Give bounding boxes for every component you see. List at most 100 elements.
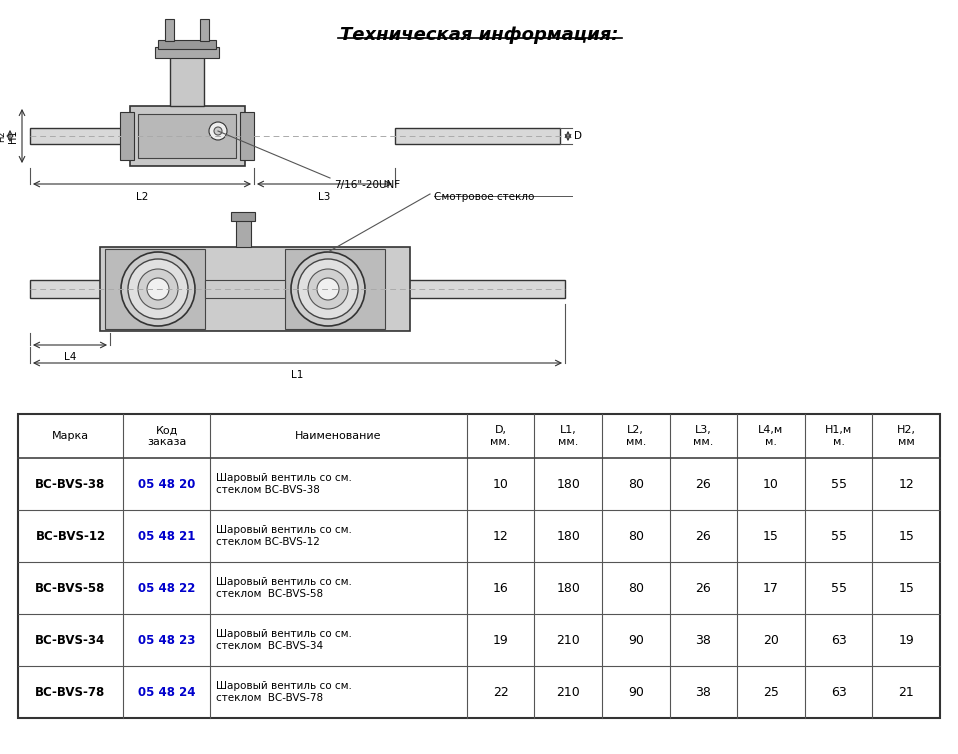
- Text: H1: H1: [8, 129, 18, 143]
- Text: 80: 80: [627, 581, 644, 594]
- Text: BC-BVS-12: BC-BVS-12: [35, 529, 105, 542]
- Text: 05 48 24: 05 48 24: [138, 685, 195, 698]
- Text: 19: 19: [899, 633, 914, 646]
- Text: 15: 15: [899, 581, 914, 594]
- FancyBboxPatch shape: [130, 106, 245, 166]
- Text: 10: 10: [764, 477, 779, 491]
- Text: BC-BVS-58: BC-BVS-58: [35, 581, 105, 594]
- Circle shape: [317, 278, 339, 300]
- Text: 20: 20: [764, 633, 779, 646]
- FancyBboxPatch shape: [240, 112, 254, 160]
- FancyBboxPatch shape: [285, 249, 385, 329]
- Circle shape: [121, 252, 195, 326]
- Text: 55: 55: [831, 529, 847, 542]
- FancyBboxPatch shape: [165, 19, 174, 41]
- Text: 63: 63: [831, 685, 847, 698]
- Text: 22: 22: [492, 685, 509, 698]
- Text: 05 48 22: 05 48 22: [138, 581, 195, 594]
- Text: 25: 25: [764, 685, 779, 698]
- FancyBboxPatch shape: [18, 414, 940, 718]
- Text: 05 48 23: 05 48 23: [138, 633, 195, 646]
- Text: D,
мм.: D, мм.: [490, 425, 511, 447]
- Text: BC-BVS-38: BC-BVS-38: [35, 477, 105, 491]
- Circle shape: [214, 127, 222, 135]
- Text: 90: 90: [627, 685, 644, 698]
- Text: H2: H2: [0, 130, 6, 142]
- Text: 12: 12: [492, 529, 509, 542]
- Text: 26: 26: [696, 581, 711, 594]
- Text: H1,м
м.: H1,м м.: [825, 425, 853, 447]
- Text: Шаровый вентиль со см.
стеклом  BC-BVS-34: Шаровый вентиль со см. стеклом BC-BVS-34: [217, 629, 353, 651]
- Circle shape: [128, 259, 188, 319]
- Text: Наименование: Наименование: [295, 431, 382, 441]
- Text: L2,
мм.: L2, мм.: [626, 425, 646, 447]
- Text: 210: 210: [557, 685, 580, 698]
- Text: 180: 180: [557, 529, 581, 542]
- Text: 90: 90: [627, 633, 644, 646]
- Text: 210: 210: [557, 633, 580, 646]
- FancyBboxPatch shape: [30, 280, 110, 298]
- Text: Шаровый вентиль со см.
стеклом  BC-BVS-78: Шаровый вентиль со см. стеклом BC-BVS-78: [217, 681, 353, 703]
- Circle shape: [291, 252, 365, 326]
- Text: BC-BVS-78: BC-BVS-78: [35, 685, 105, 698]
- Text: 80: 80: [627, 477, 644, 491]
- Circle shape: [308, 269, 348, 309]
- Text: L4: L4: [64, 352, 77, 362]
- Text: 38: 38: [696, 633, 712, 646]
- FancyBboxPatch shape: [155, 47, 219, 58]
- FancyBboxPatch shape: [100, 247, 410, 331]
- FancyBboxPatch shape: [200, 19, 209, 41]
- Text: 05 48 21: 05 48 21: [138, 529, 195, 542]
- Text: 26: 26: [696, 477, 711, 491]
- Text: 38: 38: [696, 685, 712, 698]
- FancyBboxPatch shape: [30, 128, 140, 144]
- Text: L4,м
м.: L4,м м.: [759, 425, 784, 447]
- Text: 180: 180: [557, 581, 581, 594]
- Text: Код
заказа: Код заказа: [147, 425, 186, 447]
- Text: 21: 21: [899, 685, 914, 698]
- Text: D: D: [574, 131, 582, 141]
- Text: 16: 16: [492, 581, 509, 594]
- Text: 10: 10: [492, 477, 509, 491]
- Text: 19: 19: [492, 633, 509, 646]
- Text: 26: 26: [696, 529, 711, 542]
- Text: 7/16"-20UNF: 7/16"-20UNF: [334, 180, 400, 190]
- FancyBboxPatch shape: [105, 249, 205, 329]
- Text: Шаровый вентиль со см.
стеклом  BC-BVS-58: Шаровый вентиль со см. стеклом BC-BVS-58: [217, 578, 353, 599]
- Text: 15: 15: [764, 529, 779, 542]
- Text: 12: 12: [899, 477, 914, 491]
- FancyBboxPatch shape: [205, 280, 285, 298]
- Text: BC-BVS-34: BC-BVS-34: [35, 633, 105, 646]
- Text: 17: 17: [764, 581, 779, 594]
- Text: 05 48 20: 05 48 20: [138, 477, 195, 491]
- FancyBboxPatch shape: [158, 40, 216, 49]
- Text: L1: L1: [291, 370, 303, 380]
- Text: 55: 55: [831, 477, 847, 491]
- Text: Марка: Марка: [52, 431, 89, 441]
- Text: Шаровый вентиль со см.
стеклом BC-BVS-38: Шаровый вентиль со см. стеклом BC-BVS-38: [217, 474, 353, 495]
- FancyBboxPatch shape: [236, 219, 251, 247]
- FancyBboxPatch shape: [138, 114, 236, 158]
- Text: Техническая информация:: Техническая информация:: [340, 26, 618, 44]
- Text: L2: L2: [136, 192, 148, 202]
- FancyBboxPatch shape: [408, 280, 565, 298]
- Text: 180: 180: [557, 477, 581, 491]
- Text: L1,
мм.: L1, мм.: [558, 425, 579, 447]
- Circle shape: [147, 278, 169, 300]
- Text: Шаровый вентиль со см.
стеклом BC-BVS-12: Шаровый вентиль со см. стеклом BC-BVS-12: [217, 526, 353, 547]
- Text: 80: 80: [627, 529, 644, 542]
- Text: H2,
мм: H2, мм: [897, 425, 916, 447]
- Text: 63: 63: [831, 633, 847, 646]
- FancyBboxPatch shape: [120, 112, 134, 160]
- Text: Смотровое стекло: Смотровое стекло: [434, 192, 535, 202]
- FancyBboxPatch shape: [170, 56, 204, 106]
- FancyBboxPatch shape: [395, 128, 560, 144]
- Text: L3,
мм.: L3, мм.: [694, 425, 714, 447]
- Circle shape: [209, 122, 227, 140]
- Text: 55: 55: [831, 581, 847, 594]
- Text: 15: 15: [899, 529, 914, 542]
- Circle shape: [138, 269, 178, 309]
- Circle shape: [298, 259, 358, 319]
- Text: L3: L3: [318, 192, 331, 202]
- FancyBboxPatch shape: [231, 212, 255, 221]
